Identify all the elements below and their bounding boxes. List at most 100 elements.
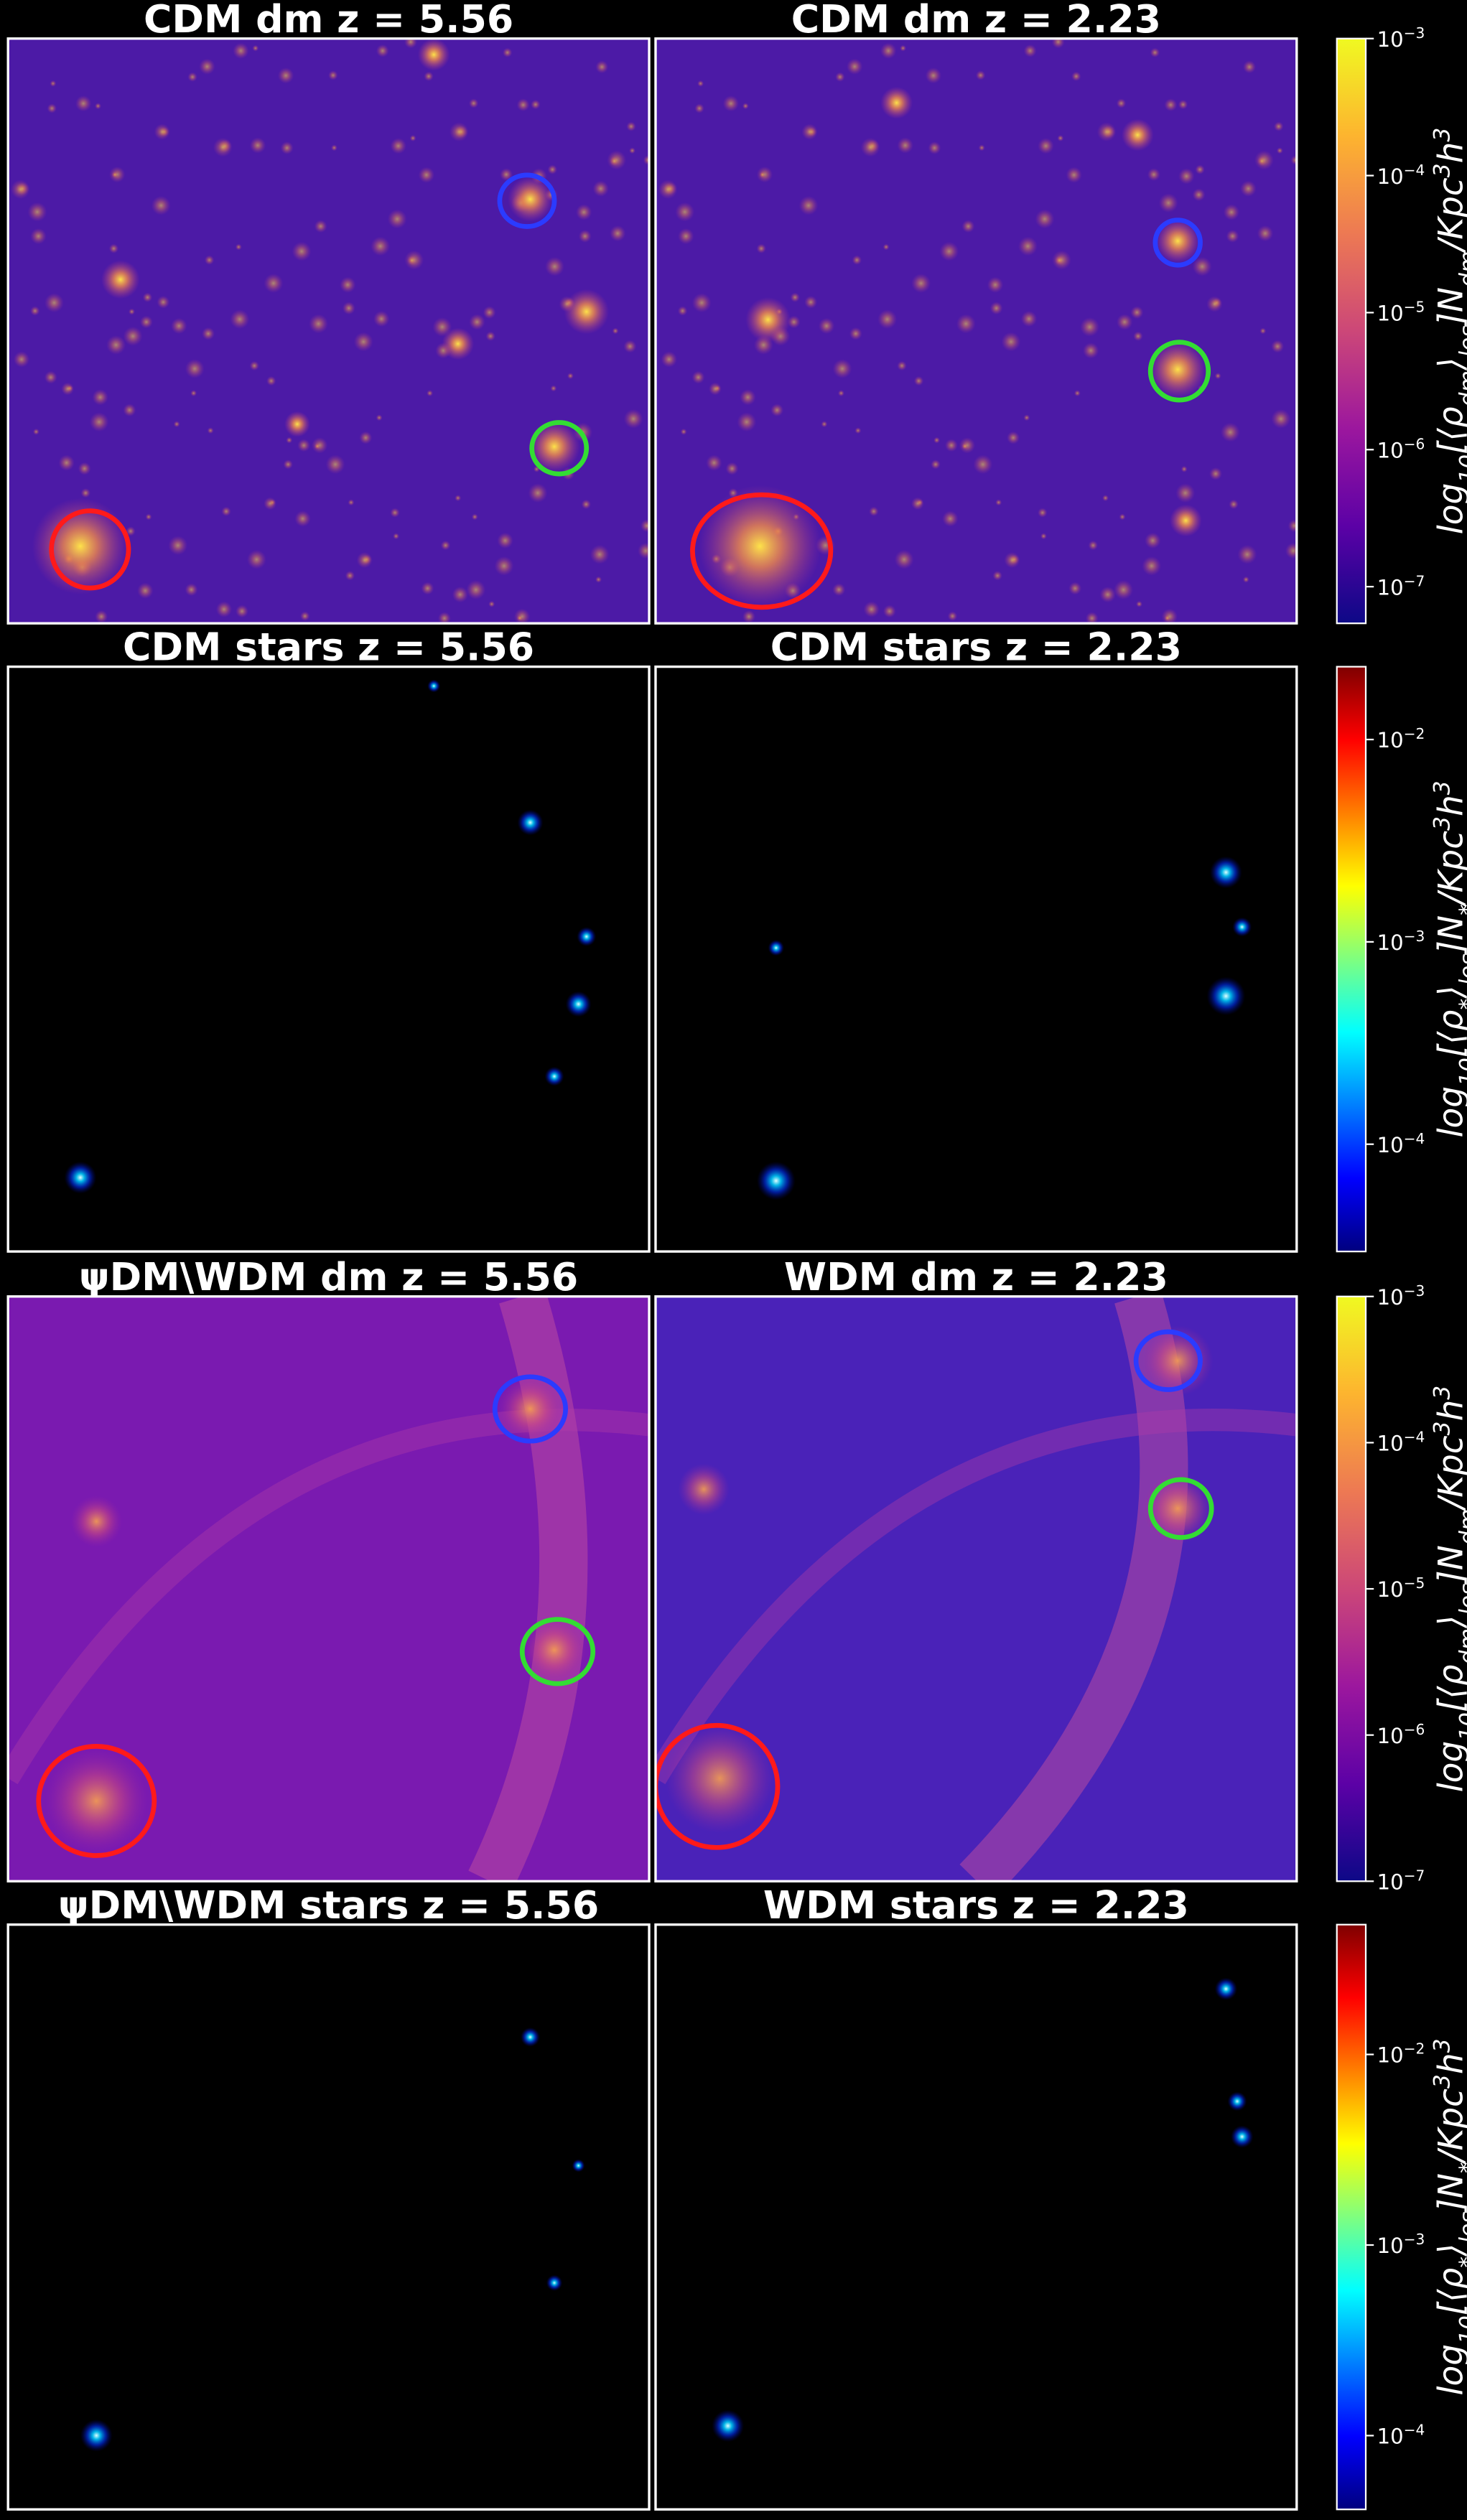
halo bbox=[911, 497, 924, 510]
halo bbox=[468, 98, 479, 108]
halo bbox=[987, 276, 1004, 293]
halo bbox=[567, 373, 574, 380]
halo bbox=[849, 327, 862, 340]
halo bbox=[440, 540, 451, 551]
density-map bbox=[655, 1924, 1297, 2510]
highlight-ring bbox=[529, 420, 590, 477]
halo bbox=[215, 601, 233, 617]
halo bbox=[564, 289, 610, 335]
halo bbox=[309, 314, 328, 334]
halo bbox=[348, 499, 355, 506]
halo bbox=[286, 437, 293, 444]
halo bbox=[264, 497, 277, 510]
colorbar-label: log10[⟨ρ*⟩los]N*/Kpc3h3 bbox=[1429, 780, 1467, 1137]
halo bbox=[928, 141, 941, 154]
density-map bbox=[655, 38, 1297, 624]
halo bbox=[328, 70, 338, 80]
halo bbox=[725, 462, 739, 475]
halo bbox=[264, 274, 284, 293]
halo bbox=[95, 610, 108, 623]
halo bbox=[471, 513, 478, 521]
colorbar-tick-label: 10−2 bbox=[1377, 725, 1425, 752]
halo bbox=[1155, 218, 1201, 263]
halo bbox=[78, 462, 91, 475]
halo bbox=[882, 243, 890, 251]
halo bbox=[1150, 47, 1160, 57]
halo bbox=[863, 601, 880, 617]
halo bbox=[1158, 193, 1178, 213]
halo bbox=[1242, 576, 1249, 583]
galaxy bbox=[577, 927, 597, 946]
halo bbox=[1068, 582, 1082, 595]
halo bbox=[1023, 44, 1037, 57]
halo bbox=[528, 483, 548, 503]
halo bbox=[190, 390, 197, 397]
halo bbox=[58, 454, 75, 471]
halo bbox=[204, 255, 215, 265]
highlight-ring bbox=[1152, 218, 1203, 268]
panel-frame bbox=[654, 665, 1298, 1253]
halo bbox=[1274, 121, 1284, 131]
galaxy bbox=[1231, 2125, 1254, 2148]
halo bbox=[185, 583, 198, 597]
halo bbox=[1229, 499, 1239, 510]
halo bbox=[95, 103, 101, 110]
halo bbox=[835, 72, 845, 82]
halo bbox=[1257, 225, 1274, 242]
halo bbox=[249, 360, 259, 371]
halo bbox=[675, 202, 695, 222]
galaxy bbox=[427, 679, 441, 693]
colorbar-tick-label: 10−6 bbox=[1377, 435, 1425, 462]
panel-title: CDM stars z = 2.23 bbox=[770, 625, 1182, 670]
halo bbox=[1276, 147, 1283, 154]
halo bbox=[442, 327, 475, 360]
halo bbox=[390, 138, 406, 154]
halo bbox=[455, 495, 462, 502]
halo bbox=[371, 236, 391, 256]
halo bbox=[1142, 556, 1162, 576]
halo bbox=[756, 243, 766, 253]
halo bbox=[151, 195, 171, 215]
halo bbox=[818, 317, 835, 335]
halo bbox=[1287, 519, 1297, 533]
halo bbox=[706, 454, 722, 471]
halo bbox=[665, 1724, 775, 1834]
halo bbox=[880, 86, 913, 119]
halo bbox=[185, 359, 205, 379]
halo bbox=[578, 230, 592, 243]
halo bbox=[939, 241, 959, 261]
halo bbox=[975, 70, 986, 80]
halo bbox=[592, 180, 609, 197]
halo bbox=[1243, 60, 1256, 74]
galaxy bbox=[565, 991, 592, 1017]
halo bbox=[882, 605, 896, 618]
density-map bbox=[8, 38, 650, 624]
highlight-ring bbox=[519, 1617, 596, 1686]
halo bbox=[508, 177, 553, 222]
colorbar-tick-label: 10−2 bbox=[1377, 2040, 1425, 2068]
halo bbox=[590, 544, 610, 564]
halo bbox=[1285, 542, 1297, 559]
halo bbox=[171, 317, 187, 335]
galaxy bbox=[768, 940, 784, 956]
filament bbox=[655, 1409, 1297, 1785]
halo bbox=[1237, 544, 1257, 564]
halo bbox=[61, 382, 75, 396]
halo bbox=[284, 411, 310, 437]
halo bbox=[1142, 1473, 1214, 1544]
halo bbox=[697, 80, 704, 87]
panel-frame bbox=[654, 37, 1298, 625]
halo bbox=[1035, 209, 1055, 229]
halo bbox=[1170, 504, 1202, 537]
galaxy bbox=[64, 1161, 97, 1194]
halo bbox=[235, 243, 242, 251]
density-map bbox=[655, 1296, 1297, 1882]
halo bbox=[612, 327, 619, 335]
halo bbox=[32, 428, 39, 435]
halo bbox=[297, 439, 311, 452]
halo bbox=[330, 144, 337, 151]
halo bbox=[1082, 342, 1099, 359]
halo bbox=[233, 42, 249, 59]
halo bbox=[427, 390, 434, 397]
